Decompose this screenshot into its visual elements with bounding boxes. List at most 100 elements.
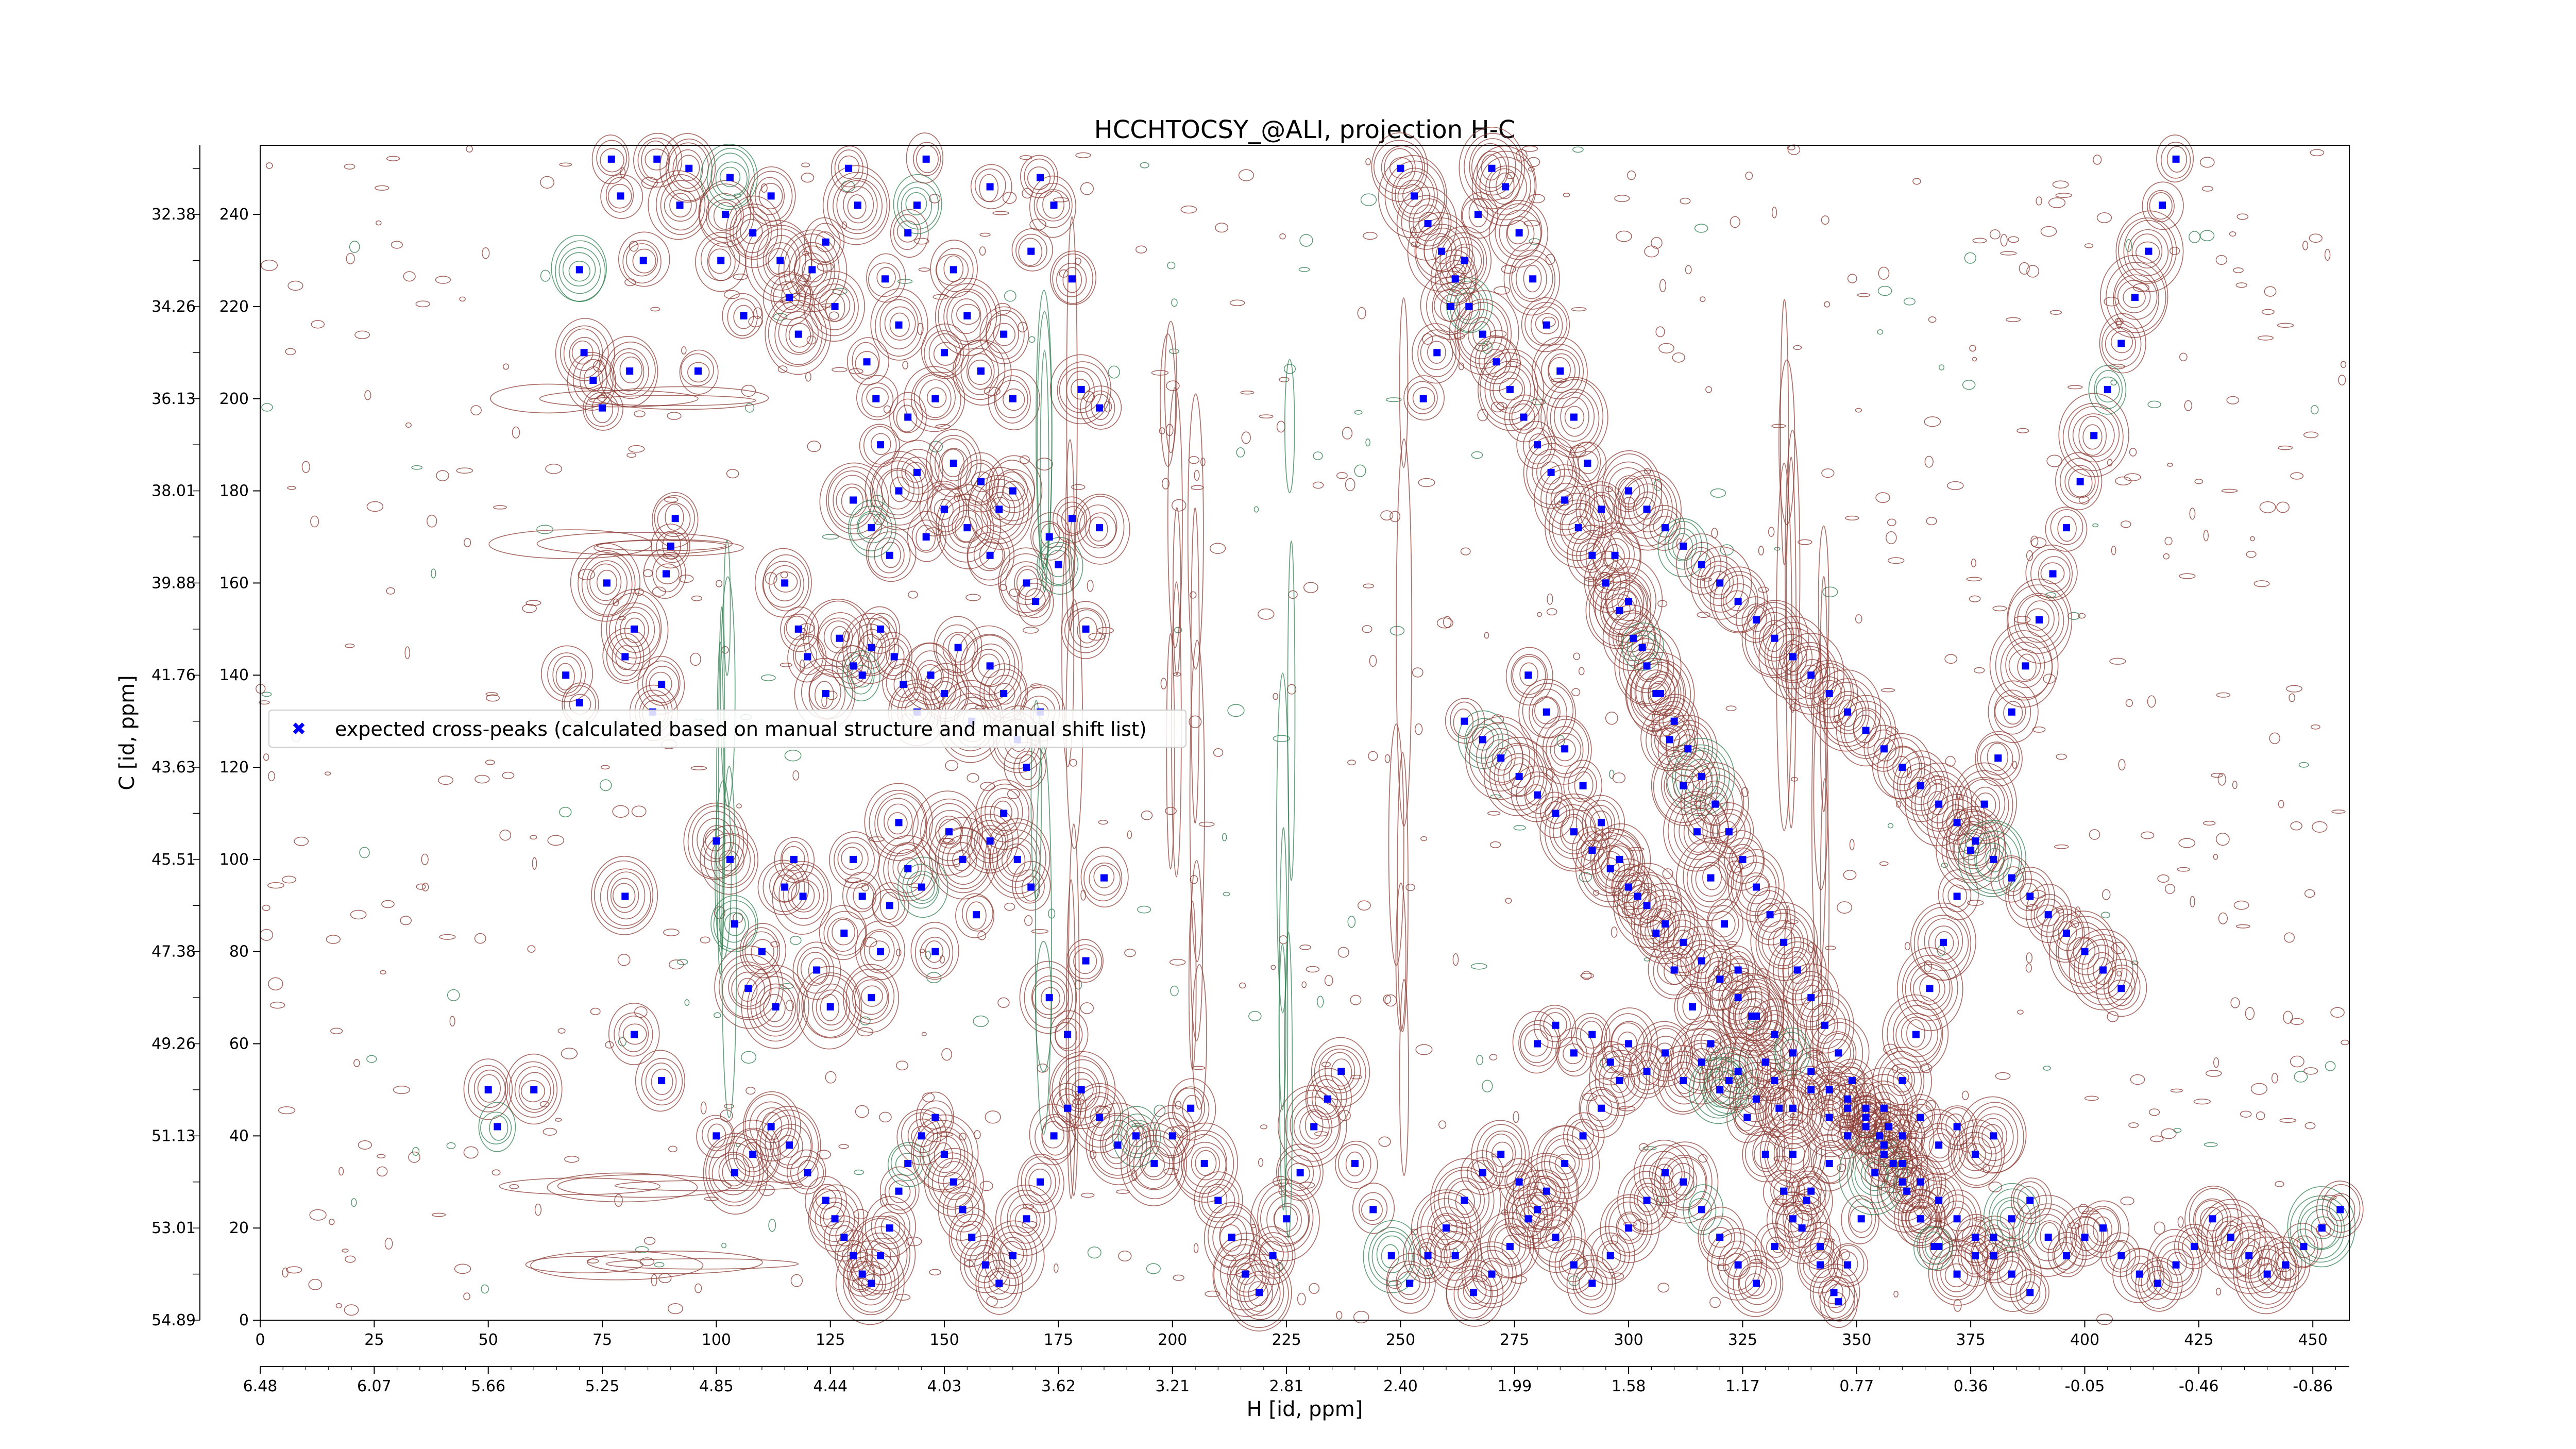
- noise-contour: [716, 580, 723, 587]
- peak-contour: [1540, 377, 1608, 458]
- peak-contour: [818, 289, 851, 322]
- cross-peak-point: [1753, 1012, 1760, 1020]
- cross-peak-point: [904, 229, 912, 237]
- peak-contour: [952, 510, 983, 543]
- cross-peak-point: [1324, 1095, 1331, 1103]
- peak-contour: [845, 968, 895, 1024]
- peak-contour: [1797, 1237, 1843, 1294]
- peak-contour: [1318, 1048, 1361, 1093]
- peak-contour: [1414, 217, 1470, 285]
- peak-contour: [1027, 166, 1051, 190]
- cross-peak-point: [1899, 1178, 1906, 1186]
- cross-peak-point: [1953, 892, 1961, 900]
- noise-contour: [869, 836, 885, 842]
- cross-peak-point: [881, 275, 889, 283]
- noise-contour: [941, 1048, 953, 1061]
- cross-peak-point: [840, 1234, 848, 1241]
- peak-contour: [618, 1015, 649, 1052]
- peak-contour: [1798, 1222, 1841, 1270]
- peak-contour: [677, 155, 700, 181]
- peak-contour: [884, 306, 916, 341]
- peak-contour: [1970, 1228, 2020, 1284]
- cross-peak-point: [731, 920, 738, 928]
- peak-contour: [773, 571, 798, 593]
- cross-peak-point: [658, 681, 666, 688]
- cross-peak-point: [886, 1224, 893, 1232]
- cross-peak-point: [671, 515, 679, 523]
- cross-peak-point: [1789, 1049, 1797, 1057]
- peak-contour: [793, 636, 824, 676]
- peak-contour: [1810, 1005, 1838, 1044]
- peak-contour: [2062, 403, 2124, 471]
- noise-contour: [838, 1144, 849, 1149]
- noise-contour: [1609, 769, 1615, 779]
- peak-contour: [1511, 654, 1548, 698]
- peak-contour: [468, 1065, 509, 1113]
- noise-contour: [997, 997, 1010, 1008]
- peak-contour: [600, 174, 643, 219]
- noise-contour: [344, 163, 355, 170]
- noise-contour: [2045, 592, 2057, 598]
- noise-contour: [1924, 416, 1941, 427]
- peak-contour: [1305, 1068, 1352, 1128]
- cross-peak-point: [1807, 671, 1815, 679]
- noise-contour: [1350, 995, 1362, 1005]
- peak-contour: [902, 864, 940, 909]
- noise-contour: [1880, 688, 1895, 693]
- peak-contour: [1509, 249, 1555, 310]
- cross-peak-point: [1971, 1234, 1979, 1241]
- cross-peak-point: [781, 579, 789, 587]
- cross-peak-point: [1862, 727, 1870, 734]
- noise-contour: [1142, 1126, 1149, 1139]
- peak-contour: [1142, 1152, 1165, 1177]
- peak-contour: [906, 132, 944, 184]
- peak-contour: [1338, 1144, 1371, 1183]
- peak-contour: [870, 617, 890, 640]
- peak-contour: [687, 362, 710, 383]
- cross-peak-point: [1045, 994, 1053, 1002]
- noise-contour: [2232, 781, 2238, 789]
- cross-peak-point: [877, 948, 885, 955]
- noise-contour: [1336, 472, 1348, 479]
- peak-contour: [1524, 1029, 1549, 1057]
- noise-contour: [2213, 1057, 2219, 1068]
- cross-peak-point: [1552, 810, 1560, 817]
- x-tick-label: 150: [929, 1331, 959, 1349]
- peak-contour: [1602, 1050, 1621, 1073]
- streak-contour: [597, 386, 769, 410]
- peak-contour: [2135, 1257, 2183, 1312]
- noise-contour: [2120, 1197, 2134, 1206]
- noise-contour: [1098, 819, 1108, 825]
- cross-peak-point: [1447, 302, 1454, 310]
- peak-contour: [1617, 591, 1637, 613]
- cross-peak-point: [877, 441, 885, 449]
- cross-peak-point: [1734, 598, 1742, 605]
- peak-contour: [1912, 973, 1945, 1005]
- peak-contour: [608, 1003, 660, 1066]
- peak-contour: [651, 1068, 673, 1095]
- noise-contour: [375, 185, 389, 191]
- cross-peak-point: [1474, 211, 1482, 218]
- noise-contour: [1471, 451, 1483, 459]
- cross-peak-point: [713, 837, 720, 845]
- peak-contour: [935, 815, 963, 849]
- peak-contour: [1718, 945, 1756, 994]
- noise-contour: [2026, 265, 2040, 278]
- noise-contour: [294, 836, 309, 846]
- legend-marker: ✖: [292, 719, 307, 739]
- noise-contour: [2229, 231, 2236, 237]
- peak-contour: [1504, 1163, 1537, 1199]
- peak-contour: [1906, 1165, 1935, 1201]
- cross-peak-point: [941, 1151, 948, 1158]
- noise-contour: [1258, 1158, 1264, 1167]
- noise-contour: [1385, 397, 1402, 402]
- peak-contour: [787, 879, 820, 913]
- peak-contour: [2003, 701, 2023, 725]
- cross-peak-point: [1734, 1068, 1742, 1075]
- peak-contour: [1611, 864, 1649, 911]
- y-tick-label: 80: [229, 943, 249, 961]
- peak-contour: [871, 1204, 910, 1250]
- noise-contour: [2177, 867, 2190, 872]
- peak-contour: [1126, 1130, 1184, 1200]
